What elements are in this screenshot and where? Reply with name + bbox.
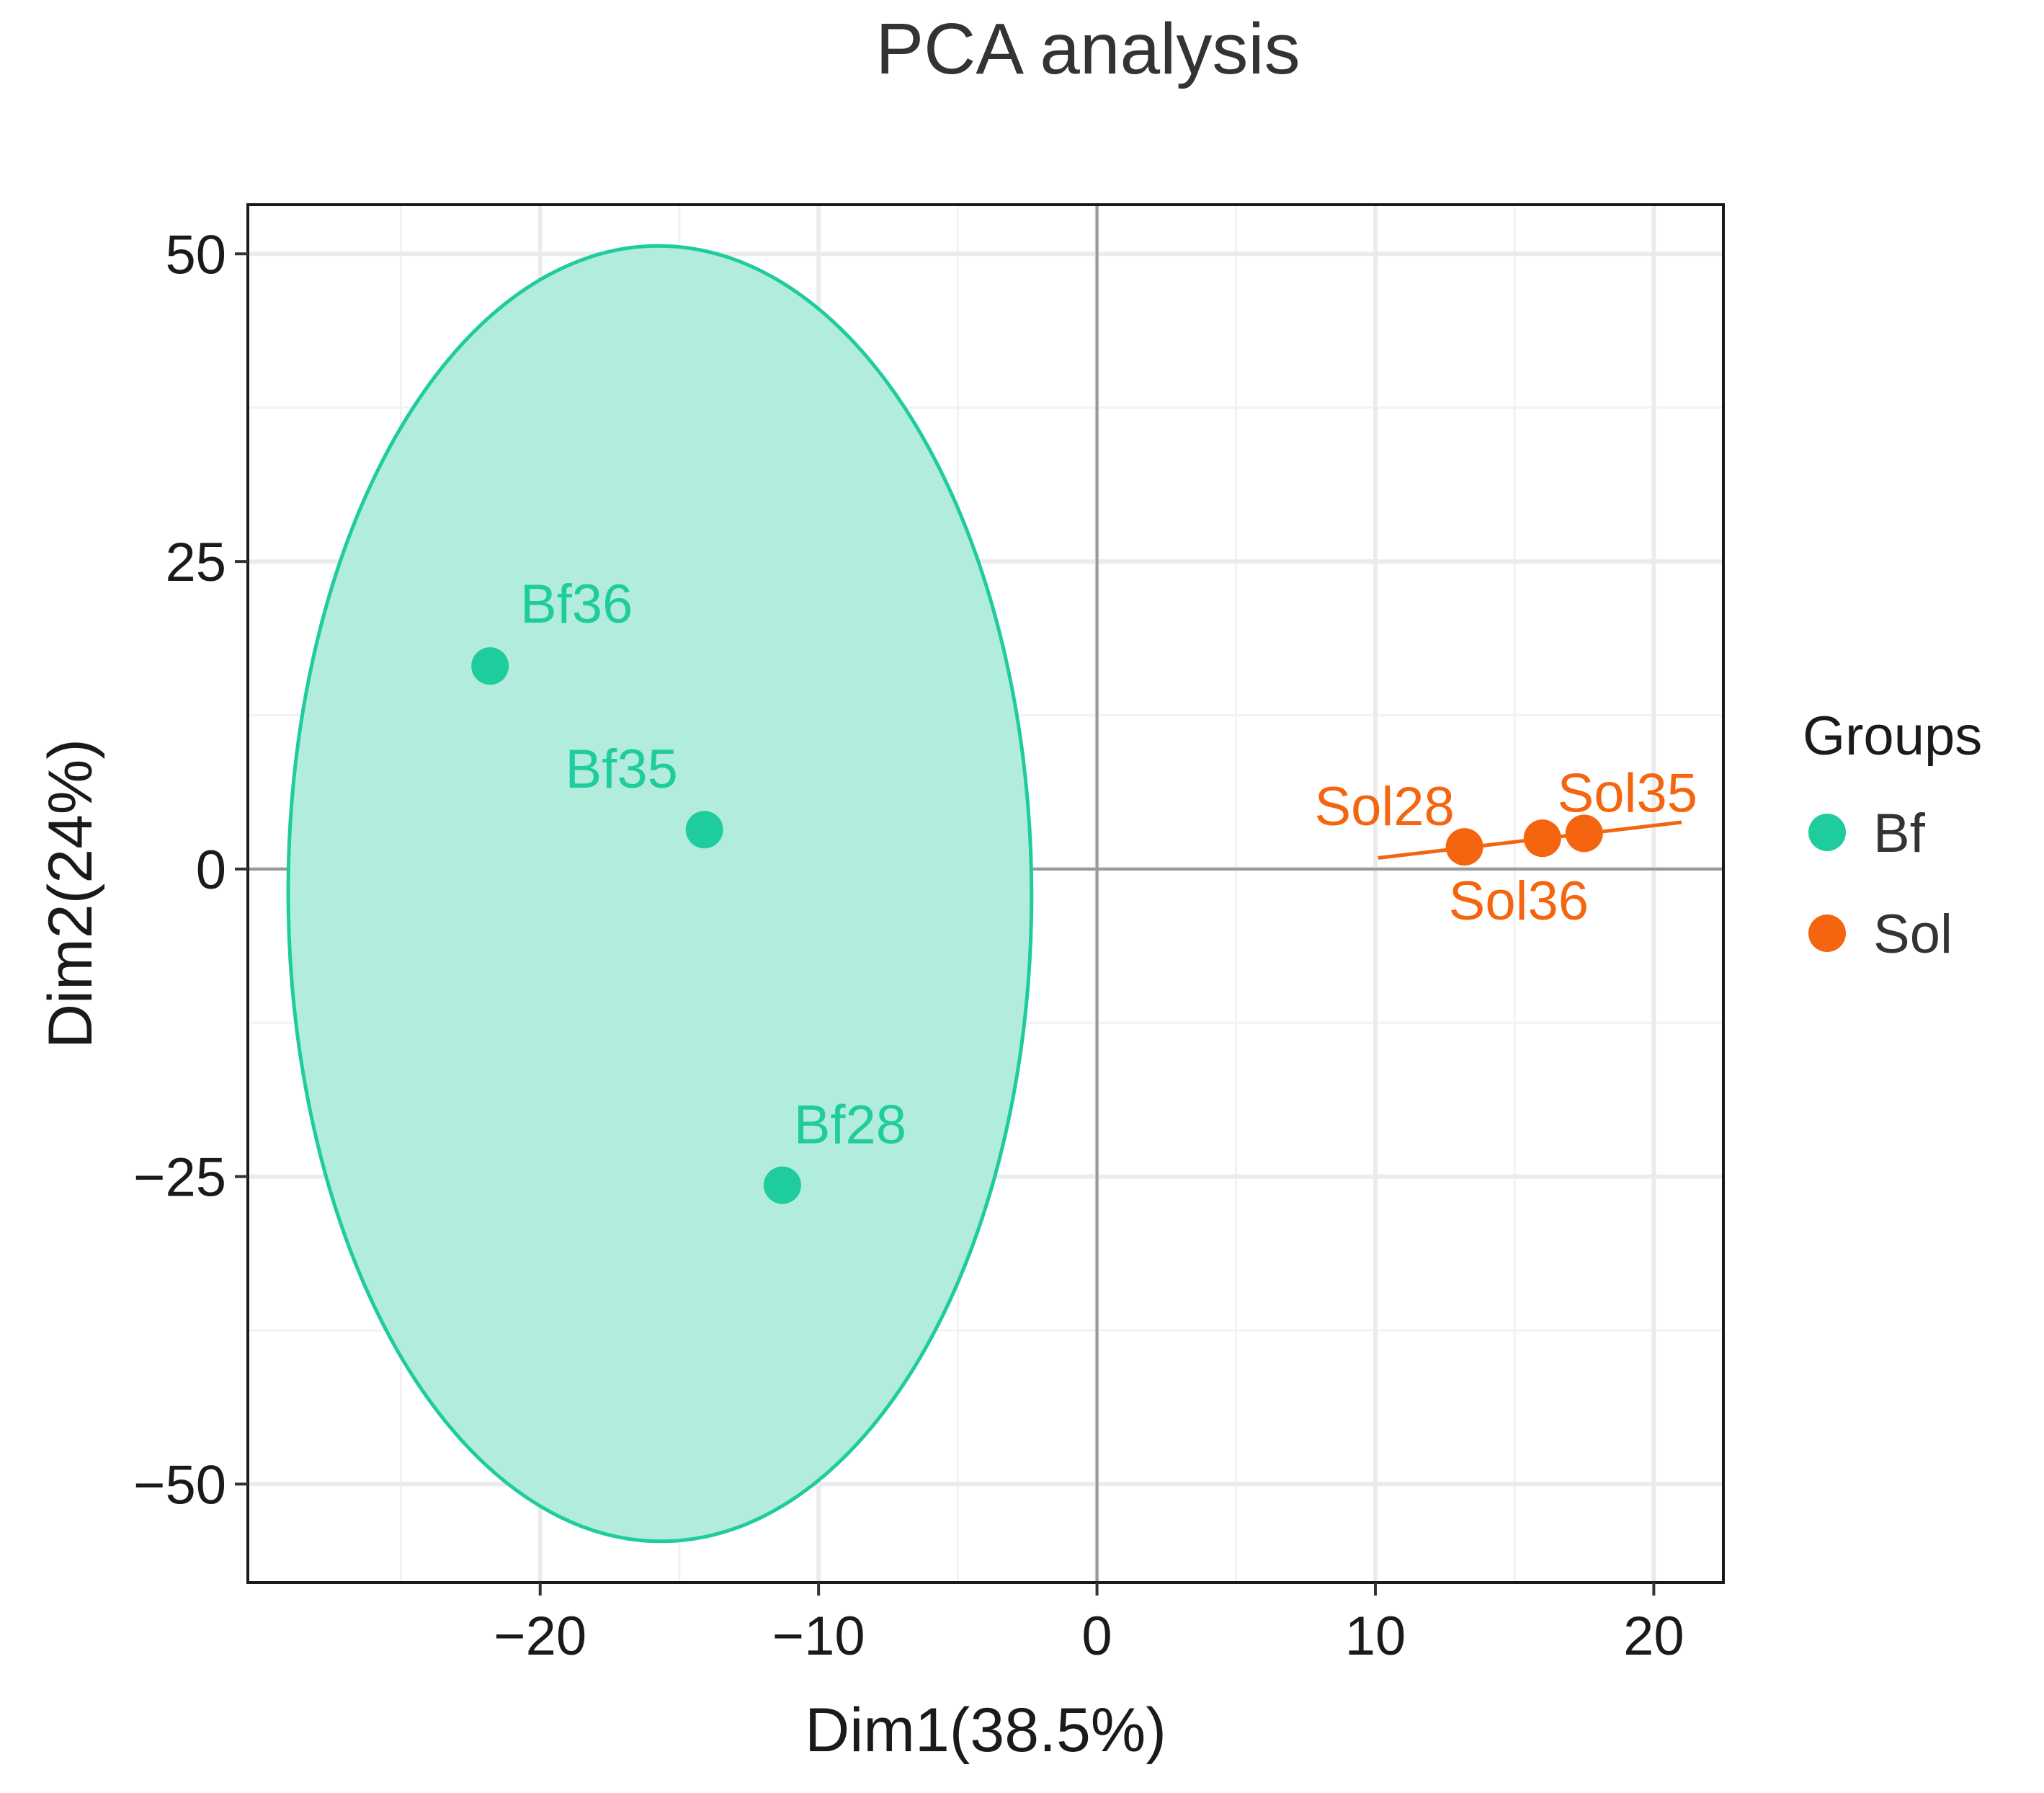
y-tick-label: 0 xyxy=(196,840,226,901)
point-label-bf36: Bf36 xyxy=(520,574,633,635)
point-sol28 xyxy=(1445,828,1483,866)
point-sol35 xyxy=(1565,814,1603,853)
point-sol36 xyxy=(1523,819,1561,858)
point-labels: Bf36 Bf35 Bf28 Sol28 Sol36 Sol35 xyxy=(520,574,1697,1155)
y-tick-label: −50 xyxy=(133,1454,226,1516)
point-bf28 xyxy=(763,1166,801,1204)
legend-key-sol xyxy=(1808,915,1846,952)
y-tick-label: −25 xyxy=(133,1147,226,1209)
x-tick-label: −10 xyxy=(772,1606,865,1667)
x-axis-ticks: −20 −10 0 10 20 xyxy=(494,1583,1684,1667)
plot-border xyxy=(246,203,1725,1584)
ellipse-bf xyxy=(286,244,1034,1544)
point-label-bf28: Bf28 xyxy=(794,1095,906,1156)
legend-label-sol: Sol xyxy=(1873,904,1952,965)
y-axis-ticks: −50 −25 0 25 50 xyxy=(133,224,248,1516)
legend-key-bf xyxy=(1808,814,1846,851)
data-points xyxy=(471,647,1603,1204)
x-tick-label: −20 xyxy=(494,1606,586,1667)
x-tick-label: 10 xyxy=(1345,1606,1406,1667)
x-tick-label: 20 xyxy=(1623,1606,1684,1667)
legend-title: Groups xyxy=(1803,706,1982,767)
point-bf36 xyxy=(471,647,509,685)
legend: Groups Bf Sol xyxy=(1803,706,1982,965)
y-axis-title: Dim2(24%) xyxy=(36,739,105,1049)
point-label-bf35: Bf35 xyxy=(566,739,678,800)
y-tick-label: 50 xyxy=(165,224,226,285)
x-axis-title: Dim1(38.5%) xyxy=(805,1696,1166,1765)
x-tick-label: 0 xyxy=(1081,1606,1112,1667)
chart-title: PCA analysis xyxy=(875,9,1300,89)
point-bf35 xyxy=(685,811,723,849)
point-label-sol28: Sol28 xyxy=(1314,776,1454,837)
point-label-sol36: Sol36 xyxy=(1449,871,1589,932)
confidence-ellipses xyxy=(286,244,1682,1544)
legend-label-bf: Bf xyxy=(1873,803,1926,864)
y-tick-label: 25 xyxy=(165,532,226,593)
point-label-sol35: Sol35 xyxy=(1558,762,1697,824)
